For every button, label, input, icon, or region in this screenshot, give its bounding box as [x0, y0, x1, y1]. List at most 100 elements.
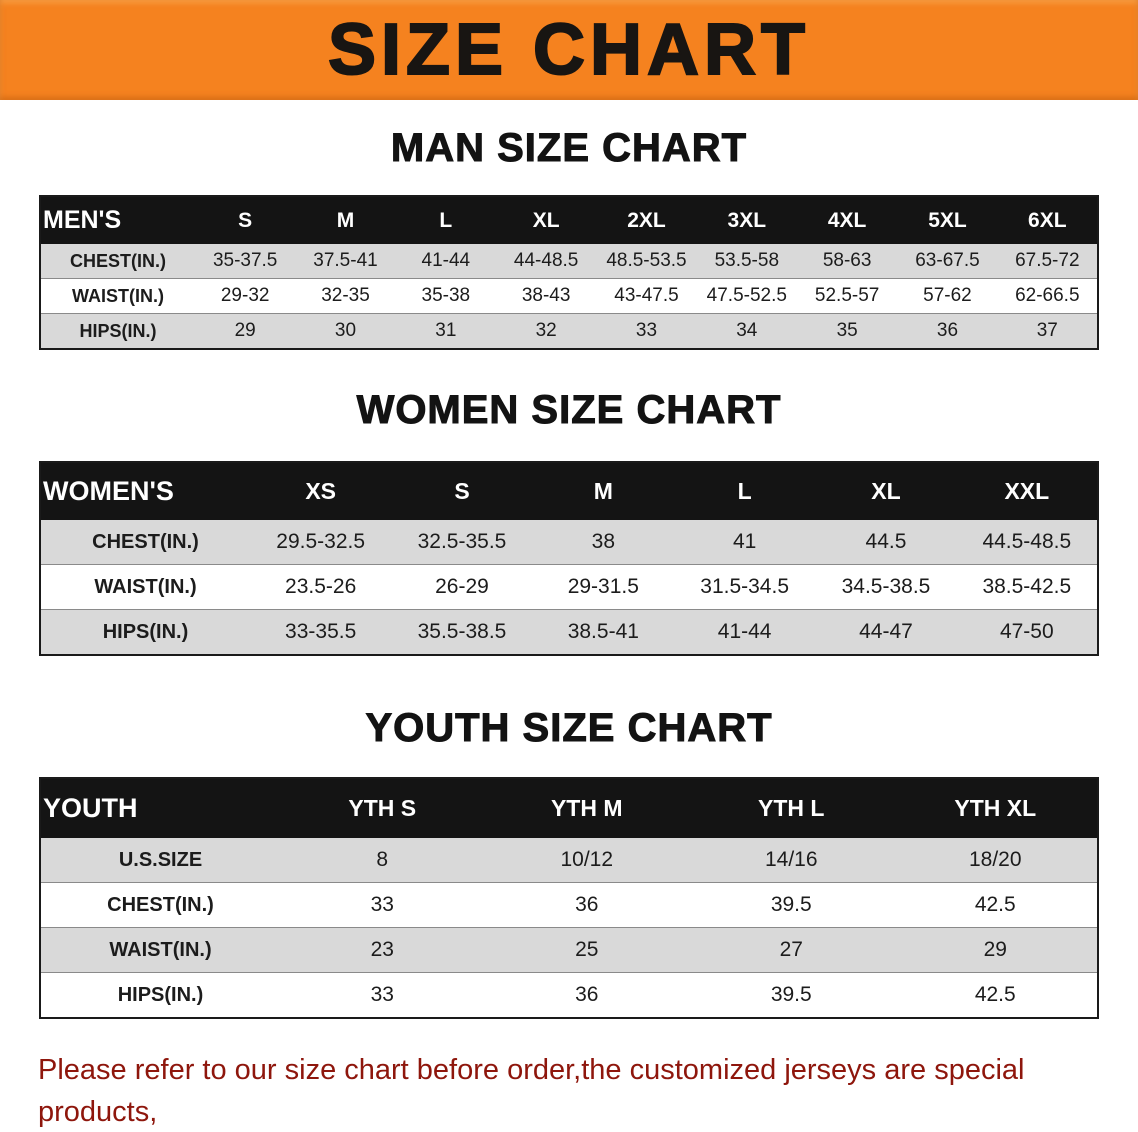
table-row: CHEST(IN.) 29.5-32.5 32.5-35.5 38 41 44.5 44.5…: [40, 520, 1098, 565]
disclaimer: Please refer to our size chart before or…: [0, 1049, 1138, 1132]
size-value: 38.5-42.5: [956, 564, 1098, 610]
size-value: 29: [195, 313, 296, 349]
size-value: 35-37.5: [212, 250, 278, 271]
size-value: 44.5-48.5: [982, 530, 1072, 553]
size-value: 41-44: [421, 250, 471, 271]
size-value: 18/20: [968, 848, 1022, 871]
size-value: 38.5-41: [532, 609, 674, 655]
table-header-row: MEN'S S M L XL 2XL 3XL 4XL 5XL 6XL: [40, 196, 1098, 244]
size-value: 31.5-34.5: [673, 564, 816, 610]
size-value: 26-29: [391, 564, 533, 610]
size-value: 52.5-57: [796, 278, 898, 314]
size-value: 25: [484, 927, 689, 973]
size-value: 39.5: [689, 882, 894, 928]
size-value: 44.5: [865, 530, 907, 553]
table-header-row: WOMEN'S XS S M L XL XXL: [40, 462, 1098, 520]
table-row: HIPS(IN.) 29 30 31 32 33 34 35 36 37: [40, 313, 1098, 349]
size-value: 29: [893, 927, 1098, 973]
size-column-header: L: [395, 196, 496, 244]
size-value: 62-66.5: [997, 278, 1098, 314]
size-value: 33-35.5: [250, 609, 392, 655]
measurement-label: HIPS(IN.): [40, 609, 250, 655]
size-value: 58-63: [822, 250, 872, 271]
size-value: 30: [295, 313, 396, 349]
youth-size-table: YOUTH YTH S YTH M YTH L YTH XL U.S.SIZE 8 10/12…: [39, 777, 1099, 1019]
table-title: YOUTH: [40, 778, 280, 838]
size-column-header: XL: [815, 462, 957, 520]
size-value: 36: [484, 972, 689, 1018]
size-value: 63-67.5: [915, 250, 980, 271]
size-value: 33: [280, 972, 485, 1018]
size-value: 35: [796, 313, 898, 349]
size-value: 37.5-41: [313, 250, 378, 271]
table-row: WAIST(IN.) 23 25 27 29: [40, 927, 1098, 973]
size-value: 27: [689, 927, 894, 973]
table-title: WOMEN'S: [40, 462, 250, 520]
measurement-label: WAIST(IN.): [40, 278, 195, 314]
size-value: 39.5: [689, 972, 894, 1018]
size-value: 32.5-35.5: [417, 530, 507, 553]
size-column-header: YTH XL: [893, 778, 1098, 838]
size-value: 33: [280, 882, 485, 928]
size-value: 47-50: [956, 609, 1098, 655]
measurement-label: WAIST(IN.): [40, 564, 250, 610]
table-row: WAIST(IN.) 23.5-26 26-29 29-31.5 31.5-34.5 34…: [40, 564, 1098, 610]
size-value: 48.5-53.5: [606, 250, 687, 271]
size-column-header: L: [673, 462, 816, 520]
table-row: WAIST(IN.) 29-32 32-35 35-38 38-43 43-47.5 47.…: [40, 278, 1098, 314]
women-size-table: WOMEN'S XS S M L XL XXL CHEST(IN.) 29.5-32.5 32.5…: [39, 461, 1099, 656]
size-value: 34.5-38.5: [815, 564, 957, 610]
size-value: 34: [696, 313, 797, 349]
size-value: 57-62: [897, 278, 998, 314]
size-value: 35.5-38.5: [391, 609, 533, 655]
measurement-label: HIPS(IN.): [40, 972, 280, 1018]
size-column-header: XL: [495, 196, 597, 244]
size-value: 41-44: [673, 609, 816, 655]
section-youth: YOUTH SIZE CHART YOUTH YTH S YTH M YTH L YTH…: [0, 706, 1138, 1019]
size-value: 29-31.5: [532, 564, 674, 610]
size-value: 53.5-58: [714, 250, 780, 271]
size-column-header: 3XL: [696, 196, 797, 244]
measurement-label: CHEST(IN.): [40, 882, 280, 928]
size-column-header: S: [391, 462, 533, 520]
size-column-header: XXL: [956, 462, 1098, 520]
women-section-heading: WOMEN SIZE CHART: [356, 388, 782, 433]
size-column-header: YTH M: [484, 778, 689, 838]
size-value: 32: [495, 313, 597, 349]
size-value: 8: [376, 848, 389, 871]
table-row: CHEST(IN.) 33 36 39.5 42.5: [40, 882, 1098, 928]
size-value: 23.5-26: [250, 564, 392, 610]
men-size-table: MEN'S S M L XL 2XL 3XL 4XL 5XL 6XL CHEST(IN.) 35-37…: [39, 195, 1099, 350]
size-value: 31: [395, 313, 496, 349]
table-header-row: YOUTH YTH S YTH M YTH L YTH XL: [40, 778, 1098, 838]
size-value: 23: [280, 927, 485, 973]
size-column-header: 6XL: [997, 196, 1098, 244]
size-column-header: 4XL: [796, 196, 898, 244]
size-value: 67.5-72: [1015, 250, 1080, 271]
size-value: 36: [484, 882, 689, 928]
table-row: U.S.SIZE 8 10/12 14/16 18/20: [40, 838, 1098, 883]
banner: SIZE CHART: [0, 0, 1138, 100]
section-men: MAN SIZE CHART MEN'S S M L XL 2XL 3XL 4XL 5XL 6XL…: [0, 126, 1138, 350]
size-value: 14/16: [764, 848, 818, 871]
size-value: 47.5-52.5: [696, 278, 797, 314]
size-column-header: XS: [250, 462, 392, 520]
size-value: 10/12: [560, 848, 614, 871]
size-value: 43-47.5: [596, 278, 697, 314]
measurement-label: CHEST(IN.): [70, 250, 166, 271]
size-value: 38-43: [495, 278, 597, 314]
section-women: WOMEN SIZE CHART WOMEN'S XS S M L XL XXL CHEST(…: [0, 388, 1138, 656]
size-value: 38: [591, 530, 615, 553]
men-section-heading: MAN SIZE CHART: [390, 126, 748, 171]
measurement-label: U.S.SIZE: [118, 848, 203, 871]
size-column-header: YTH L: [689, 778, 894, 838]
size-column-header: S: [195, 196, 296, 244]
table-row: HIPS(IN.) 33-35.5 35.5-38.5 38.5-41 41-44 44-…: [40, 609, 1098, 655]
size-column-header: M: [295, 196, 396, 244]
size-value: 29.5-32.5: [276, 530, 366, 553]
youth-section-heading: YOUTH SIZE CHART: [365, 706, 773, 751]
size-column-header: YTH S: [280, 778, 485, 838]
size-value: 41: [732, 530, 757, 553]
size-value: 35-38: [395, 278, 496, 314]
